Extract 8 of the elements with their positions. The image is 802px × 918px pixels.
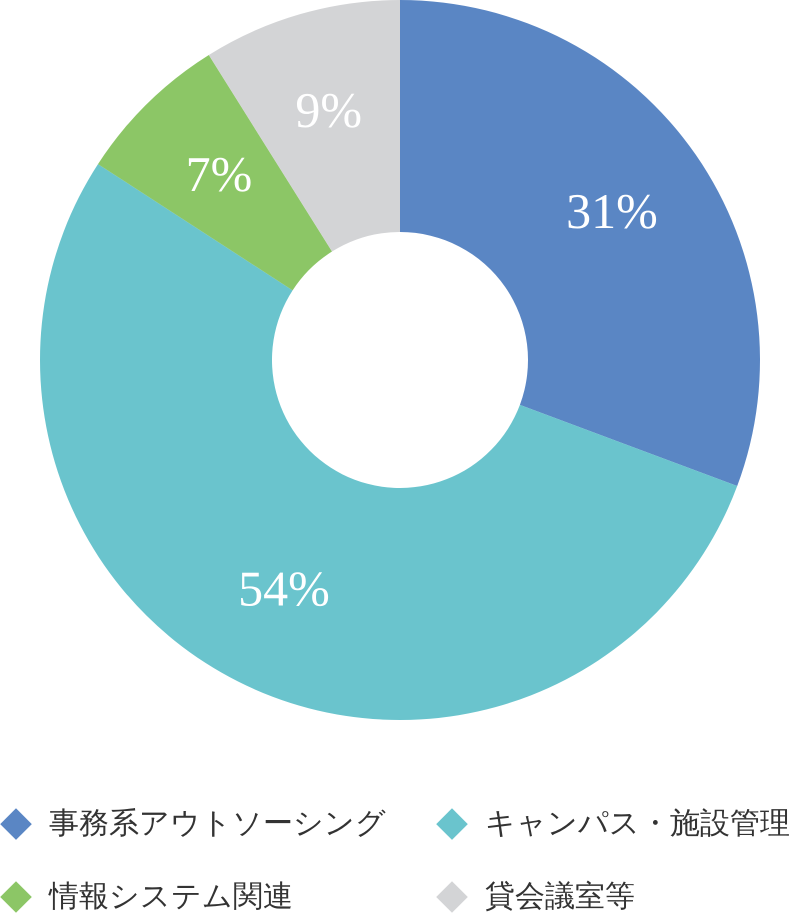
data-label: 31% <box>566 182 658 239</box>
legend-label: 貸会議室等 <box>485 879 635 914</box>
data-label: 54% <box>238 560 330 616</box>
data-label: 7% <box>186 146 252 202</box>
legend-label: 情報システム関連 <box>48 879 293 914</box>
legend-label: キャンパス・施設管理 <box>485 806 790 842</box>
donut-slice <box>400 0 760 486</box>
legend-label: 事務系アウトソーシング <box>49 806 386 842</box>
